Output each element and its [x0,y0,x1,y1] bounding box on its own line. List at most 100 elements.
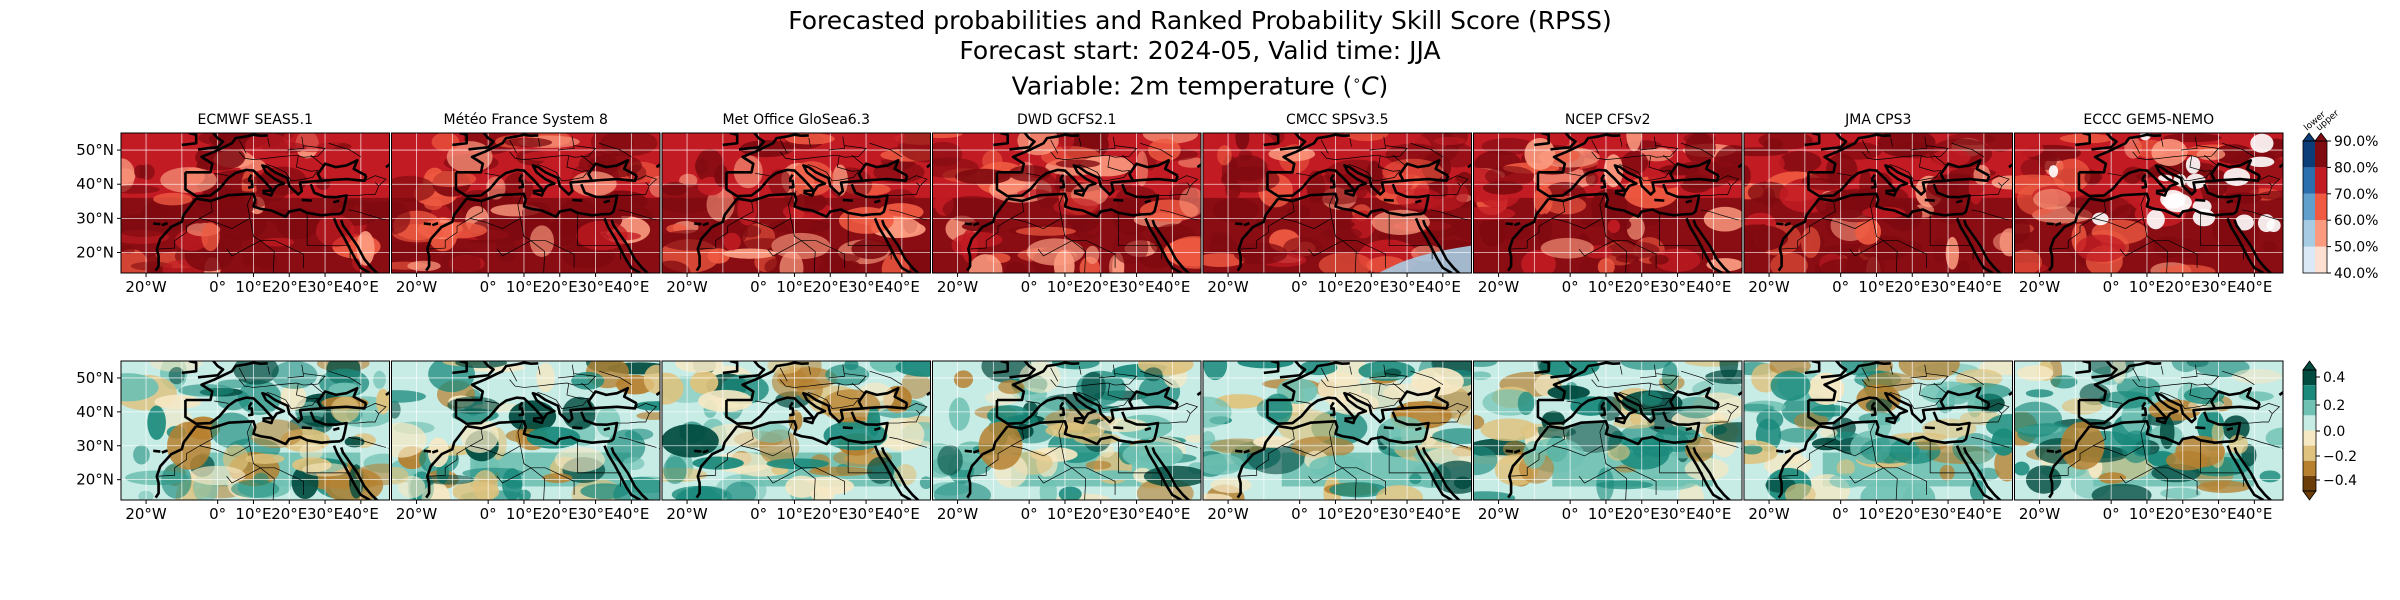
country-border [348,209,387,221]
x-tick-label: 0° [1021,278,1038,296]
map-field-patch [121,213,173,238]
x-tick-label: 0° [1562,278,1579,296]
map-field-patch [769,218,831,234]
map-field-patch [1606,241,1660,259]
country-border [1186,182,1191,187]
map-field-patch [622,456,645,471]
coastline [702,449,709,454]
map-field-patch [933,481,991,500]
coastline [468,133,495,151]
map-field-patch [153,192,193,206]
country-border [2160,138,2164,147]
map-frame [932,132,1202,274]
map-field-patch [662,372,684,405]
country-border [1837,400,1852,404]
map-field-patch [706,423,762,447]
map-field-patch [1432,460,1472,494]
map-field-patch [1015,226,1076,236]
country-border [2160,383,2213,409]
country-border [1078,366,1082,375]
coastline [842,198,853,202]
x-tick-label: 20°E [1353,505,1389,523]
country-border [851,382,865,394]
coastline [181,361,198,375]
coastline [385,390,390,396]
coastline [736,420,882,446]
country-border [247,421,275,500]
country-border [1619,155,1672,182]
country-border [2204,154,2217,166]
x-tick-label: 10°E [1858,505,1894,523]
model-title: ECMWF SEAS5.1 [197,112,313,128]
map-field-patch [424,170,477,188]
map-field-patch [1829,473,1864,489]
map-frame [1743,360,2013,501]
map-field-patch [1212,198,1260,223]
colorbar-bin [2303,370,2316,386]
x-tick-label: 20°E [1624,505,1660,523]
map-field-patch [271,361,318,390]
x-tick-label: 40°E [1966,278,2002,296]
map-field-patch [2084,170,2101,186]
x-tick-label: 20°E [2165,278,2201,296]
country-border [1578,240,1657,268]
coastline [1932,183,1971,215]
country-border [2204,382,2217,394]
colorbar-tick-label: 80.0% [2334,160,2378,176]
country-border [374,182,380,187]
coastline [1669,159,1720,182]
country-border [1158,421,1180,424]
map-field-patch [1122,441,1183,469]
coastline [966,425,1009,499]
country-border [1779,428,1836,477]
map-field-patch [2111,361,2127,384]
map-field-patch [121,158,135,193]
country-border [1320,367,1329,382]
coastline [423,222,432,226]
coastline [339,219,379,273]
country-border [226,467,304,495]
map-field-patch [391,422,427,458]
country-border [427,200,484,250]
coastline [993,361,1009,375]
coastline [1962,447,2002,500]
map-field-patch [843,260,860,272]
country-border [779,145,867,160]
country-border [346,421,369,424]
country-border [1619,138,1623,147]
country-border [808,366,811,375]
colorbar-bin [2303,220,2315,247]
x-tick-label: 0° [2103,505,2120,523]
map-field-patch [900,371,931,399]
coastline [1235,449,1243,453]
map-field-patch [253,252,278,270]
map-field-patch [121,245,136,254]
map-field-patch [766,458,829,470]
map-field-patch [580,483,630,500]
country-border [599,370,632,386]
map-field-patch [1058,486,1082,500]
country-border [889,436,928,448]
x-tick-label: 10°E [776,505,812,523]
coastline [1009,133,1036,151]
country-border [1929,440,1974,474]
title-line-1: Forecasted probabilities and Ranked Prob… [788,6,1612,35]
coastline [1279,361,1307,379]
country-border [1281,445,1333,457]
map-field-patch [1365,160,1383,196]
coastline [1121,411,1160,443]
map-field-patch [1756,409,1784,430]
coastline [1955,199,1963,204]
map-frame [932,360,1202,501]
coastline [1263,361,1280,375]
x-tick-label: 10°E [2129,505,2165,523]
colorbar-bin [2315,220,2327,247]
map-field-patch [1969,480,1986,500]
colorbar-bin [2315,167,2327,194]
x-tick-label: 30°E [848,278,884,296]
map-field-patch [1026,238,1084,266]
colorbar-frame [2302,140,2328,274]
map-field-patch [1747,181,1789,204]
y-tick-label: 40°N [76,175,114,193]
coastline [2141,401,2147,408]
